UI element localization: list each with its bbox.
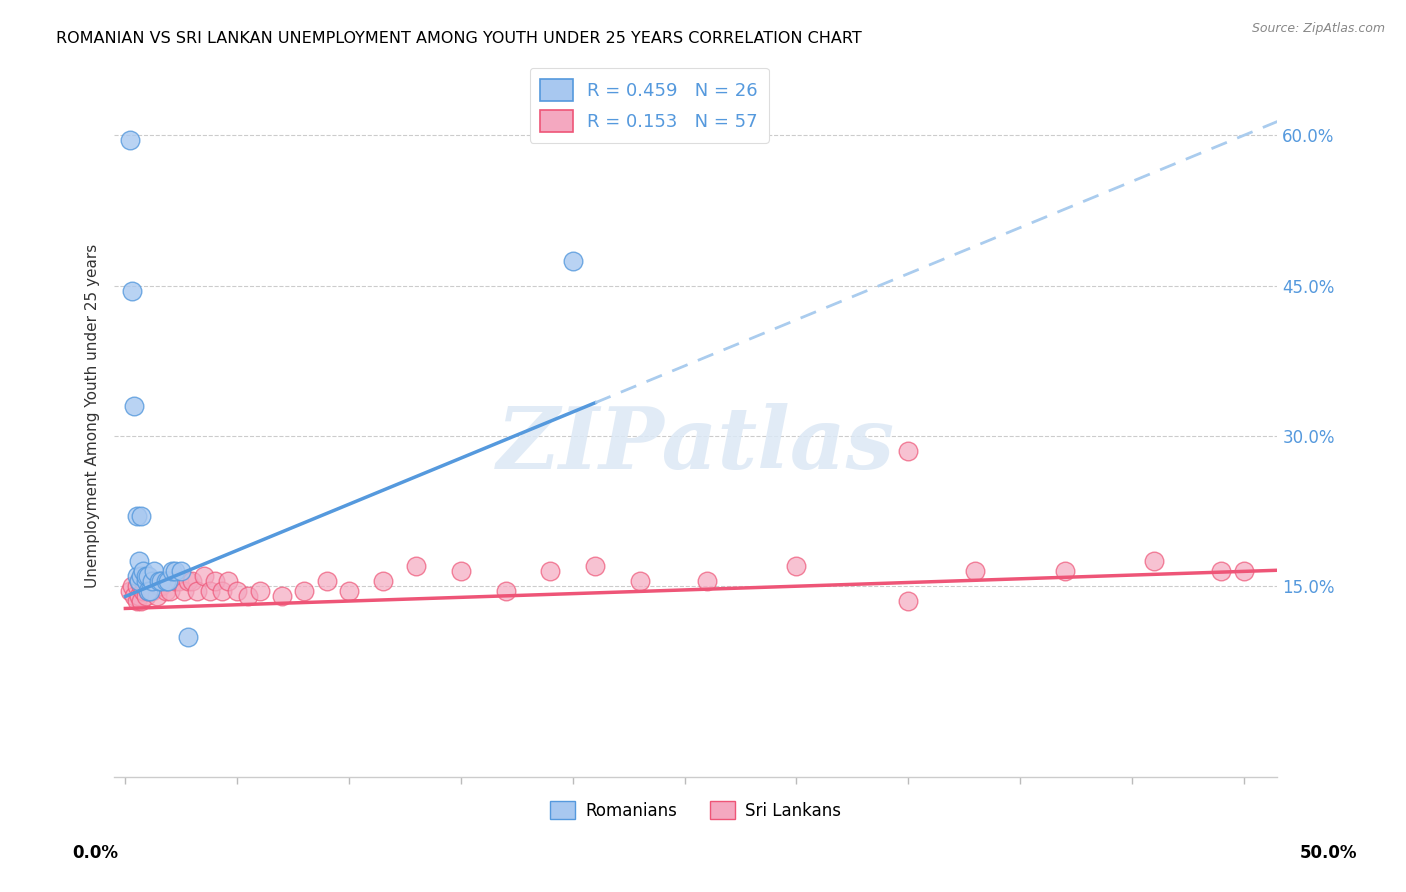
Point (118, 133, 141, 147)
Point (538, 565, 561, 579)
Point (170, 565, 193, 579)
Point (583, 559, 606, 574)
Point (141, 584, 163, 599)
Point (128, 590, 150, 604)
Point (136, 569, 159, 583)
Point (129, 594, 152, 608)
Point (125, 509, 148, 524)
Point (200, 584, 222, 599)
Point (159, 584, 181, 599)
Point (628, 574, 651, 589)
Point (139, 584, 162, 599)
Point (129, 579, 152, 593)
Point (152, 574, 174, 589)
Point (337, 584, 360, 599)
Point (211, 584, 233, 599)
Text: Source: ZipAtlas.com: Source: ZipAtlas.com (1251, 22, 1385, 36)
Point (128, 574, 150, 589)
Text: ROMANIAN VS SRI LANKAN UNEMPLOYMENT AMONG YOUTH UNDER 25 YEARS CORRELATION CHART: ROMANIAN VS SRI LANKAN UNEMPLOYMENT AMON… (56, 31, 862, 46)
Point (156, 574, 179, 589)
Point (1211, 565, 1233, 579)
Point (136, 584, 159, 599)
Point (965, 565, 987, 579)
Point (1233, 565, 1256, 579)
Point (177, 574, 200, 589)
Point (134, 569, 156, 583)
Point (132, 584, 155, 599)
Legend: Romanians, Sri Lankans: Romanians, Sri Lankans (544, 795, 848, 826)
Point (125, 579, 148, 593)
Point (121, 284, 143, 298)
Point (139, 574, 162, 589)
Point (129, 569, 152, 583)
Point (238, 590, 260, 604)
Point (132, 565, 155, 579)
Point (125, 569, 148, 583)
Point (193, 569, 215, 583)
Point (1143, 554, 1166, 568)
Point (315, 574, 337, 589)
Point (897, 444, 920, 458)
Point (129, 509, 152, 524)
Point (128, 554, 150, 568)
Point (155, 574, 177, 589)
Point (561, 253, 583, 268)
Point (128, 574, 150, 589)
Point (226, 584, 249, 599)
Point (249, 584, 271, 599)
Point (167, 574, 190, 589)
Point (121, 579, 143, 593)
Point (450, 565, 472, 579)
Point (271, 590, 294, 604)
Point (132, 574, 155, 589)
Point (405, 559, 427, 574)
Point (156, 574, 179, 589)
Point (897, 594, 920, 608)
Point (177, 630, 200, 644)
Point (204, 574, 226, 589)
Point (696, 574, 718, 589)
Point (134, 574, 156, 589)
Point (155, 584, 177, 599)
Point (148, 574, 170, 589)
Point (134, 590, 156, 604)
Point (495, 584, 517, 599)
Point (785, 559, 807, 574)
Point (136, 584, 159, 599)
Point (145, 590, 167, 604)
Point (371, 574, 394, 589)
Point (143, 574, 166, 589)
Point (148, 579, 170, 593)
Point (124, 590, 146, 604)
Point (124, 399, 146, 413)
Point (150, 574, 173, 589)
Point (292, 584, 315, 599)
Point (150, 579, 173, 593)
Point (125, 594, 148, 608)
Point (1053, 565, 1076, 579)
Point (181, 574, 204, 589)
Point (163, 574, 186, 589)
Point (217, 574, 239, 589)
Text: 50.0%: 50.0% (1301, 844, 1357, 862)
Point (163, 565, 186, 579)
Point (118, 584, 141, 599)
Point (186, 584, 208, 599)
Y-axis label: Unemployment Among Youth under 25 years: Unemployment Among Youth under 25 years (86, 244, 100, 588)
Point (141, 574, 163, 589)
Text: 0.0%: 0.0% (73, 844, 118, 862)
Point (173, 584, 195, 599)
Point (143, 565, 166, 579)
Point (162, 565, 184, 579)
Text: ZIPatlas: ZIPatlas (496, 403, 894, 487)
